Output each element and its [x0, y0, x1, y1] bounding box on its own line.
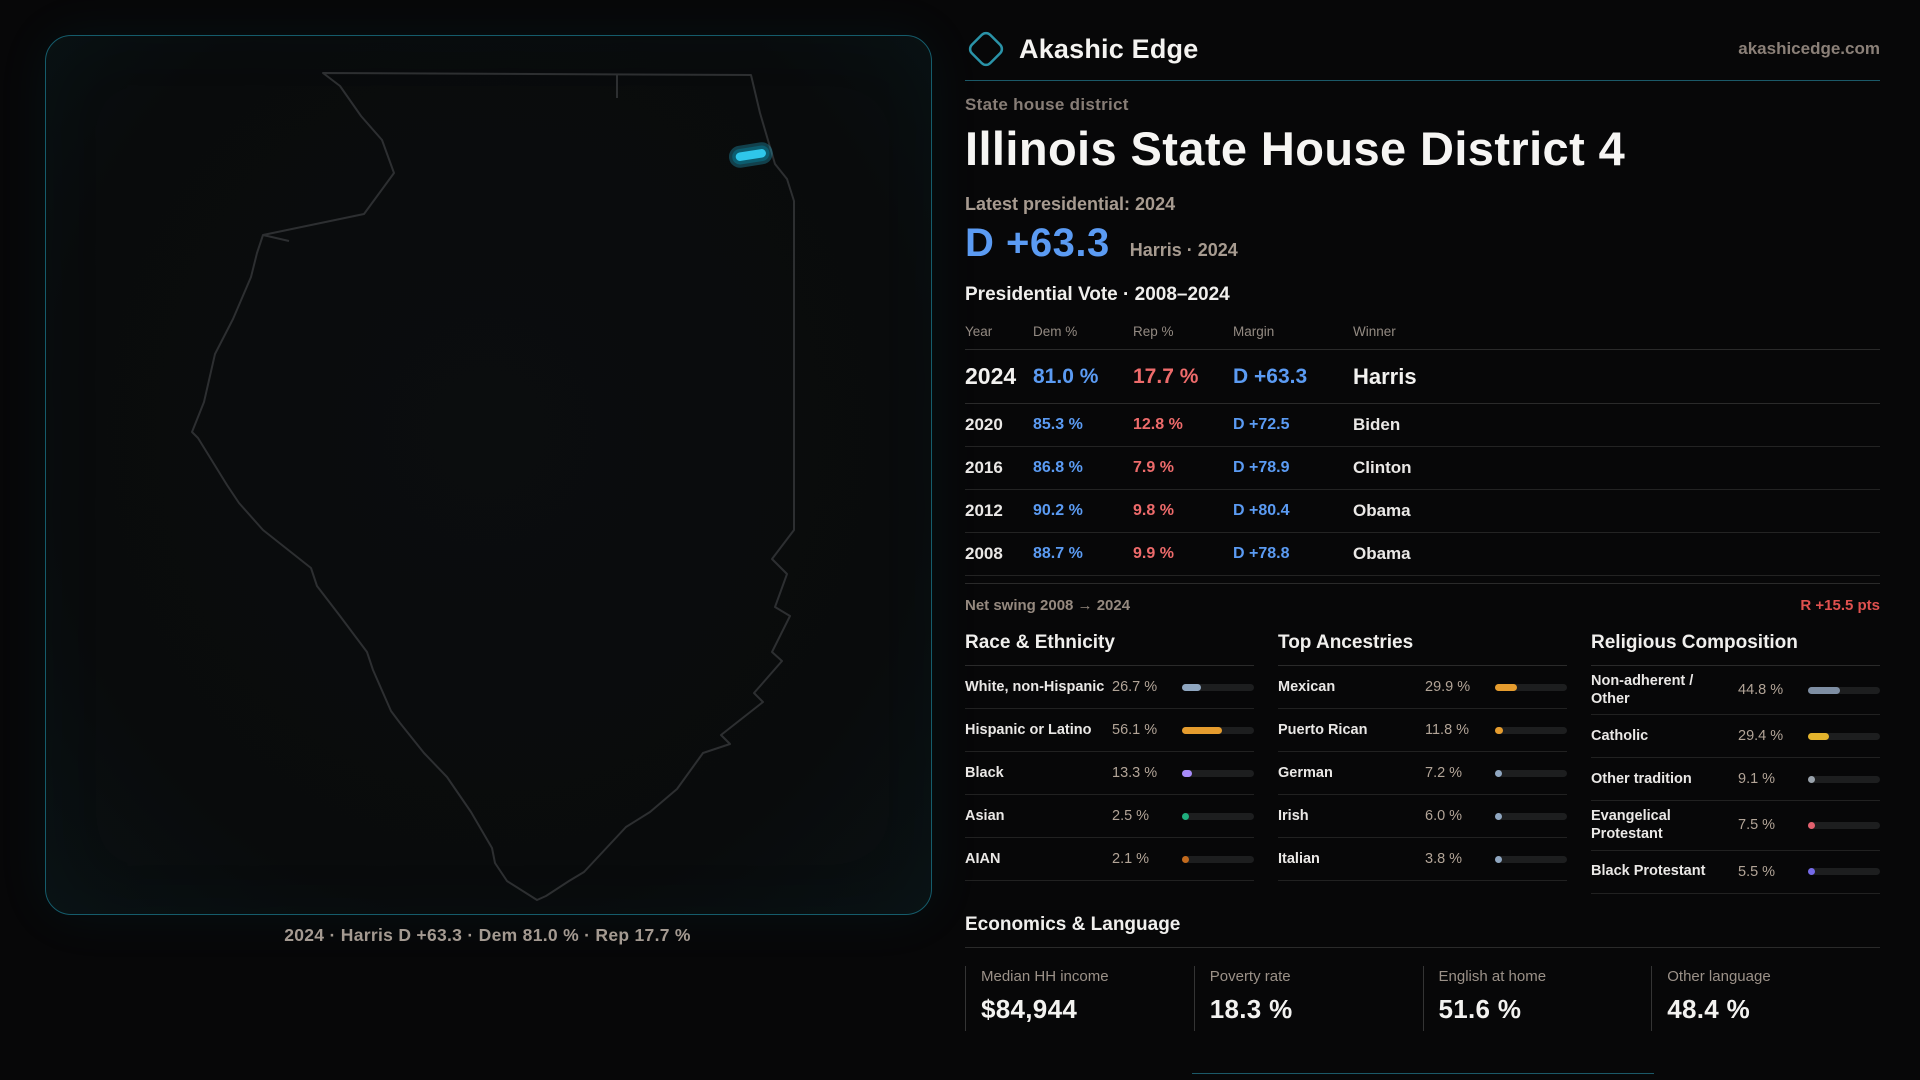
stat-row: Mexican 29.9 %	[1278, 666, 1567, 709]
net-swing-label: Net swing 2008 → 2024	[965, 597, 1131, 614]
table-row-2012: 2012 90.2 % 9.8 % D +80.4 Obama	[965, 490, 1880, 533]
stat-bar	[1182, 855, 1254, 863]
col-rep: Rep %	[1133, 324, 1174, 339]
stat-bar	[1182, 726, 1254, 734]
stat-row: Catholic 29.4 %	[1591, 715, 1880, 759]
col-margin: Margin	[1233, 324, 1275, 339]
header: Akashic Edge akashicedge.com	[965, 26, 1880, 72]
page-title: Illinois State House District 4	[965, 122, 1626, 175]
stat-bar	[1808, 868, 1880, 875]
diamond-logo-icon	[968, 31, 1004, 67]
stat-bar	[1182, 683, 1254, 691]
stat-median-hh-income: Median HH income $84,944	[965, 965, 1194, 1031]
table-row-2016: 2016 86.8 % 7.9 % D +78.9 Clinton	[965, 447, 1880, 490]
river-boundary-tick	[262, 234, 290, 242]
stat-row: Black 13.3 %	[965, 752, 1254, 795]
state-map-panel	[45, 35, 932, 915]
footer-divider	[1191, 1072, 1654, 1074]
table-row-2020: 2020 85.3 % 12.8 % D +72.5 Biden	[965, 404, 1880, 447]
stat-bar	[1808, 732, 1880, 740]
stat-bar	[1182, 812, 1254, 820]
table-title: Presidential Vote · 2008–2024	[965, 284, 1230, 305]
section-title: Race & Ethnicity	[965, 632, 1254, 666]
demographics-grid: Race & Ethnicity White, non-Hispanic 26.…	[965, 632, 1880, 894]
stat-bar	[1495, 812, 1567, 820]
latest-margin-value: D +63.3	[965, 221, 1110, 265]
presidential-vote-table: Year Dem % Rep % Margin Winner 2024 81.0…	[965, 318, 1880, 576]
header-divider	[965, 80, 1880, 81]
detail-panel: Akashic Edge akashicedge.com State house…	[965, 26, 1880, 1080]
brand-name: Akashic Edge	[1019, 33, 1199, 64]
col-winner: Winner	[1353, 324, 1396, 339]
table-header-row: Year Dem % Rep % Margin Winner	[965, 318, 1880, 350]
eyebrow-label: State house district	[965, 95, 1129, 114]
site-link[interactable]: akashicedge.com	[1738, 39, 1880, 58]
latest-margin-row: D +63.3 Harris · 2024	[965, 221, 1880, 266]
latest-margin-detail: Harris · 2024	[1129, 240, 1238, 260]
latest-presidential-label: Latest presidential: 2024	[965, 194, 1176, 214]
stat-row: Non-adherent / Other 44.8 %	[1591, 666, 1880, 716]
stat-row: White, non-Hispanic 26.7 %	[965, 666, 1254, 709]
top-ancestries-section: Top Ancestries Mexican 29.9 % Puerto Ric…	[1278, 632, 1567, 894]
religious-composition-section: Religious Composition Non-adherent / Oth…	[1591, 632, 1880, 894]
table-row-2008: 2008 88.7 % 9.9 % D +78.8 Obama	[965, 533, 1880, 576]
stat-row: Puerto Rican 11.8 %	[1278, 709, 1567, 752]
brand-logo[interactable]: Akashic Edge	[965, 27, 1198, 71]
illinois-state-outline	[191, 72, 795, 901]
stat-poverty-rate: Poverty rate 18.3 %	[1193, 965, 1423, 1031]
stat-english-at-home: English at home 51.6 %	[1422, 965, 1652, 1031]
stat-bar	[1808, 821, 1880, 829]
stat-row: Evangelical Protestant 7.5 %	[1591, 801, 1880, 851]
map-caption: 2024 · Harris D +63.3 · Dem 81.0 % · Rep…	[284, 925, 691, 945]
net-swing-value: R +15.5 pts	[1800, 597, 1880, 614]
stat-row: Black Protestant 5.5 %	[1591, 851, 1880, 894]
stat-bar	[1182, 769, 1254, 777]
stat-row: Irish 6.0 %	[1278, 795, 1567, 838]
col-dem: Dem %	[1033, 324, 1078, 339]
stat-row: AIAN 2.1 %	[965, 838, 1254, 881]
net-swing-row: Net swing 2008 → 2024 R +15.5 pts	[965, 583, 1880, 614]
stat-row: Hispanic or Latino 56.1 %	[965, 709, 1254, 752]
stat-row: German 7.2 %	[1278, 752, 1567, 795]
stat-bar	[1495, 855, 1567, 863]
stat-other-language: Other language 48.4 %	[1651, 965, 1880, 1031]
economics-grid: Median HH income $84,944 Poverty rate 18…	[965, 965, 1880, 1031]
district-4-shape[interactable]	[728, 142, 773, 168]
stat-bar	[1808, 775, 1880, 783]
race-ethnicity-section: Race & Ethnicity White, non-Hispanic 26.…	[965, 632, 1254, 894]
stat-row: Italian 3.8 %	[1278, 838, 1567, 881]
section-title: Religious Composition	[1591, 632, 1880, 666]
economics-section-title: Economics & Language	[965, 914, 1880, 948]
table-row-2024: 2024 81.0 % 17.7 % D +63.3 Harris	[965, 350, 1880, 404]
illinois-map	[191, 72, 795, 901]
stat-bar	[1495, 726, 1567, 734]
stat-row: Other tradition 9.1 %	[1591, 758, 1880, 802]
stat-bar	[1495, 683, 1567, 691]
stat-row: Asian 2.5 %	[965, 795, 1254, 838]
col-year: Year	[965, 324, 993, 339]
section-title: Top Ancestries	[1278, 632, 1567, 666]
stat-bar	[1495, 769, 1567, 777]
stat-bar	[1808, 686, 1880, 694]
